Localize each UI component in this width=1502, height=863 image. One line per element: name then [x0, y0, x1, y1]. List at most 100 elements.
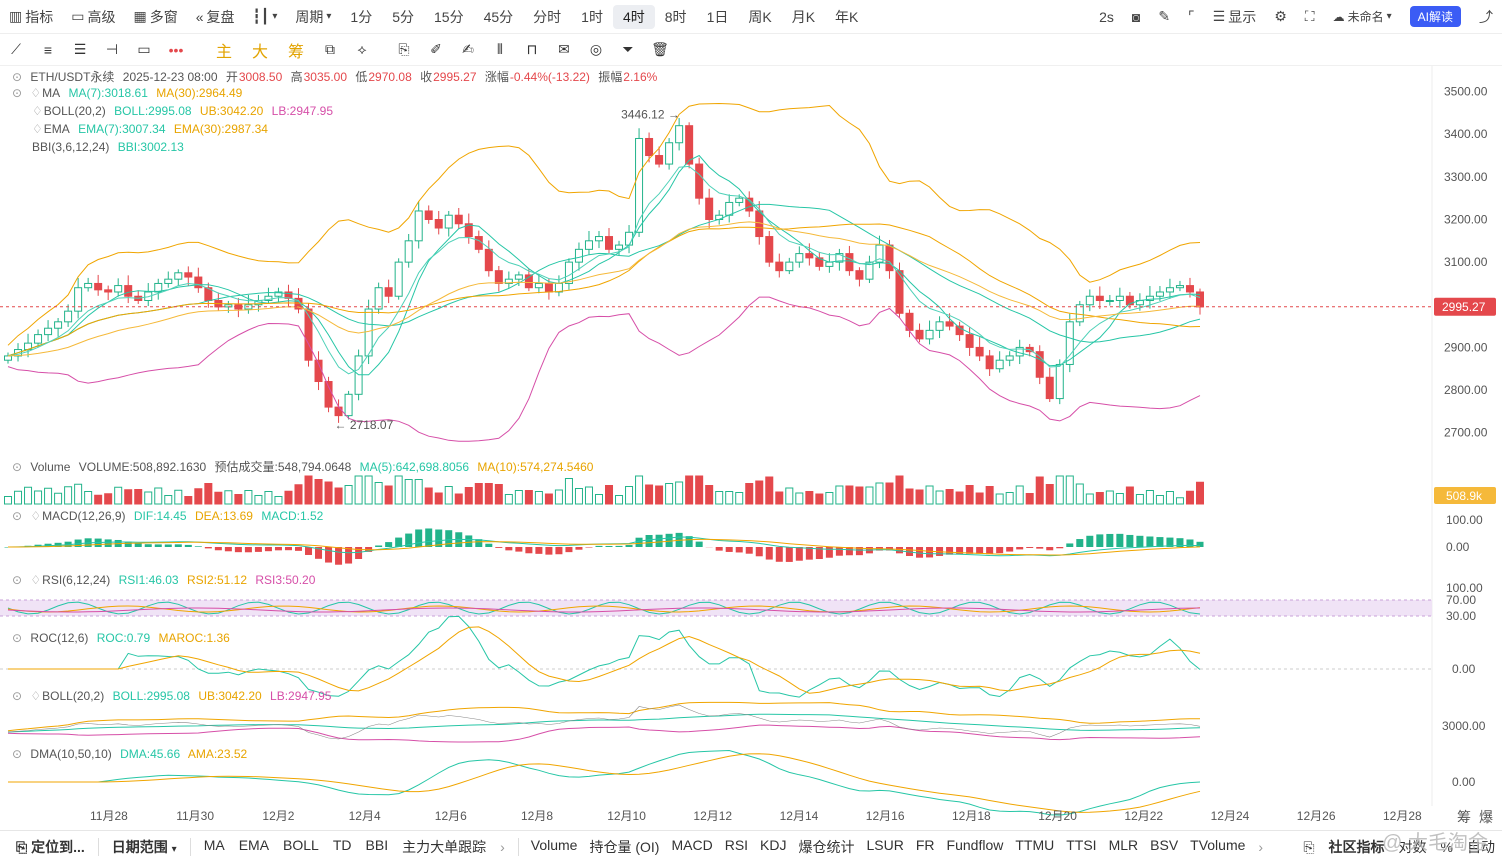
main-indicator-option[interactable]: BBI: [365, 837, 389, 853]
macd-bar: [294, 547, 302, 551]
sub-indicator-option[interactable]: TVolume: [1190, 837, 1246, 853]
collapse-icon[interactable]: ⊙: [12, 573, 23, 587]
sub-indicator-option[interactable]: KDJ: [760, 837, 787, 853]
interval-option[interactable]: 4时: [612, 4, 655, 29]
interval-option[interactable]: 年K: [835, 8, 859, 25]
auto-scale-toggle[interactable]: 自动: [1467, 839, 1495, 855]
interval-option[interactable]: 分时: [533, 8, 562, 25]
share-button[interactable]: ⤴: [1470, 5, 1502, 29]
parallel-tool-icon[interactable]: ☰: [73, 41, 87, 57]
interval-option[interactable]: 周K: [748, 8, 772, 25]
period-button[interactable]: 周期 ▾: [286, 5, 340, 29]
sub-indicator-option[interactable]: BSV: [1150, 837, 1179, 853]
main-indicator-option[interactable]: BOLL: [283, 837, 319, 853]
macd-dea: DEA:13.69: [194, 509, 253, 523]
volume-ma5: MA(5):642,698.8056: [359, 460, 470, 474]
collapse-icon[interactable]: ⊙: [12, 70, 23, 84]
chevron-right-icon[interactable]: ›: [1258, 839, 1264, 855]
interval-option[interactable]: 1日: [706, 8, 729, 25]
lock-icon[interactable]: ⊓: [526, 41, 538, 57]
brush-icon[interactable]: ✍: [462, 41, 474, 57]
crop-button[interactable]: ⌜: [1179, 5, 1204, 29]
main-force-char[interactable]: 主: [215, 43, 232, 61]
interval-option[interactable]: 1时: [581, 8, 603, 25]
interval-option[interactable]: 8时: [664, 8, 687, 25]
community-indicator[interactable]: 社区指标: [1328, 839, 1385, 855]
main-indicator-option[interactable]: EMA: [238, 837, 270, 853]
big-order-char[interactable]: 大: [251, 43, 268, 61]
bell-icon[interactable]: ♢: [30, 689, 42, 703]
ai-button[interactable]: AI解读: [1401, 5, 1470, 29]
refresh-interval[interactable]: 2s: [1090, 5, 1123, 29]
filter-icon[interactable]: ⏷: [622, 41, 634, 57]
hlines-tool-icon[interactable]: ≡: [43, 41, 53, 58]
note-icon[interactable]: ✉: [558, 41, 570, 57]
bell-icon[interactable]: ♢: [30, 86, 42, 100]
camera-button[interactable]: ◙: [1123, 5, 1149, 29]
hline-tool-icon[interactable]: ⊣: [105, 41, 119, 57]
sub-indicator-option[interactable]: 爆仓统计: [798, 839, 855, 855]
draw-button[interactable]: ✎: [1149, 5, 1179, 29]
candle-type-button[interactable]: ┇┃ ▾: [244, 5, 287, 29]
main-indicator-option[interactable]: TD: [332, 837, 352, 853]
advanced-button[interactable]: ▭ 高级: [62, 5, 124, 29]
interval-option[interactable]: 15分: [434, 8, 464, 25]
visibility-icon[interactable]: ◎: [589, 41, 603, 57]
fullscreen-button[interactable]: ⛶: [1296, 5, 1324, 29]
sub-indicator-option[interactable]: MLR: [1108, 837, 1139, 853]
sub-indicator-option[interactable]: MACD: [671, 837, 713, 853]
percent-toggle[interactable]: %: [1440, 839, 1453, 855]
sub-indicator-option[interactable]: LSUR: [866, 837, 904, 853]
sub-indicator-option[interactable]: 持仓量 (OI): [589, 839, 660, 855]
bell-icon[interactable]: ♢: [30, 573, 42, 587]
community-icon[interactable]: ⎘: [1303, 838, 1315, 855]
interval-option[interactable]: 1分: [350, 8, 373, 25]
locate-button[interactable]: ⎘ 定位到...: [0, 837, 92, 857]
bell-icon[interactable]: ♢: [30, 509, 42, 523]
main-indicator-option[interactable]: MA: [203, 837, 225, 853]
replay-button[interactable]: « 复盘: [187, 5, 244, 29]
sub-indicator-option[interactable]: Fundflow: [946, 837, 1004, 853]
measure-icon[interactable]: ⟡: [357, 41, 367, 57]
boll2-value: BOLL:2995.08: [112, 689, 190, 703]
log-scale-toggle[interactable]: 对数: [1398, 839, 1427, 855]
interval-option[interactable]: 5分: [392, 8, 415, 25]
main-indicator-option[interactable]: 主力大单跟踪: [402, 839, 487, 855]
bell-icon[interactable]: ♢: [32, 122, 43, 136]
sub-indicator-option[interactable]: Volume: [530, 837, 578, 853]
multi-window-button[interactable]: ▦ 多窗: [124, 5, 186, 29]
collapse-icon[interactable]: ⊙: [12, 689, 23, 703]
line-tool-icon[interactable]: ⟋: [11, 41, 21, 57]
interval-option[interactable]: 月K: [791, 8, 816, 25]
sub-indicator-option[interactable]: TTSI: [1066, 837, 1097, 853]
date-range-button[interactable]: 日期范围 ▾: [105, 837, 184, 857]
sub-indicator-option[interactable]: TTMU: [1015, 837, 1055, 853]
candle-body: [394, 261, 403, 297]
chevron-right-icon[interactable]: ›: [500, 839, 505, 855]
display-button[interactable]: ☰ 显示: [1204, 5, 1266, 29]
volume-bar: [915, 489, 924, 505]
trash-icon[interactable]: 🗑: [651, 41, 669, 57]
bars-icon[interactable]: ⫴: [497, 41, 503, 57]
bell-icon[interactable]: ♢: [32, 104, 43, 118]
collapse-icon[interactable]: ⊙: [12, 631, 23, 645]
magnet-icon[interactable]: ⧉: [325, 41, 335, 57]
interval-option[interactable]: 45分: [483, 8, 514, 25]
collapse-icon[interactable]: ⊙: [12, 509, 23, 523]
sub-indicator-option[interactable]: FR: [915, 837, 935, 853]
chart-svg[interactable]: 3500.00 3400.00 3300.00 3200.00 3100.00 3000.…: [0, 66, 1502, 830]
sub-indicator-option[interactable]: RSI: [724, 837, 749, 853]
copy-icon[interactable]: ⎘: [398, 41, 410, 57]
cloud-save-button[interactable]: ☁ 未命名 ▾: [1324, 5, 1401, 29]
macd-bar: [715, 547, 723, 551]
chart-area[interactable]: 3500.00 3400.00 3300.00 3200.00 3100.00 3000.…: [0, 66, 1502, 830]
eraser-icon[interactable]: ✐: [430, 41, 442, 57]
collapse-icon[interactable]: ⊙: [12, 747, 23, 761]
settings-button[interactable]: ⚙: [1265, 5, 1296, 29]
rect-tool-icon[interactable]: ▭: [137, 41, 151, 57]
chips-char[interactable]: 筹: [287, 43, 304, 61]
indicator-button[interactable]: ▥ 指标: [0, 5, 62, 29]
more-tools-icon[interactable]: •••: [168, 41, 184, 58]
collapse-icon[interactable]: ⊙: [12, 460, 23, 474]
collapse-icon[interactable]: ⊙: [12, 86, 23, 100]
